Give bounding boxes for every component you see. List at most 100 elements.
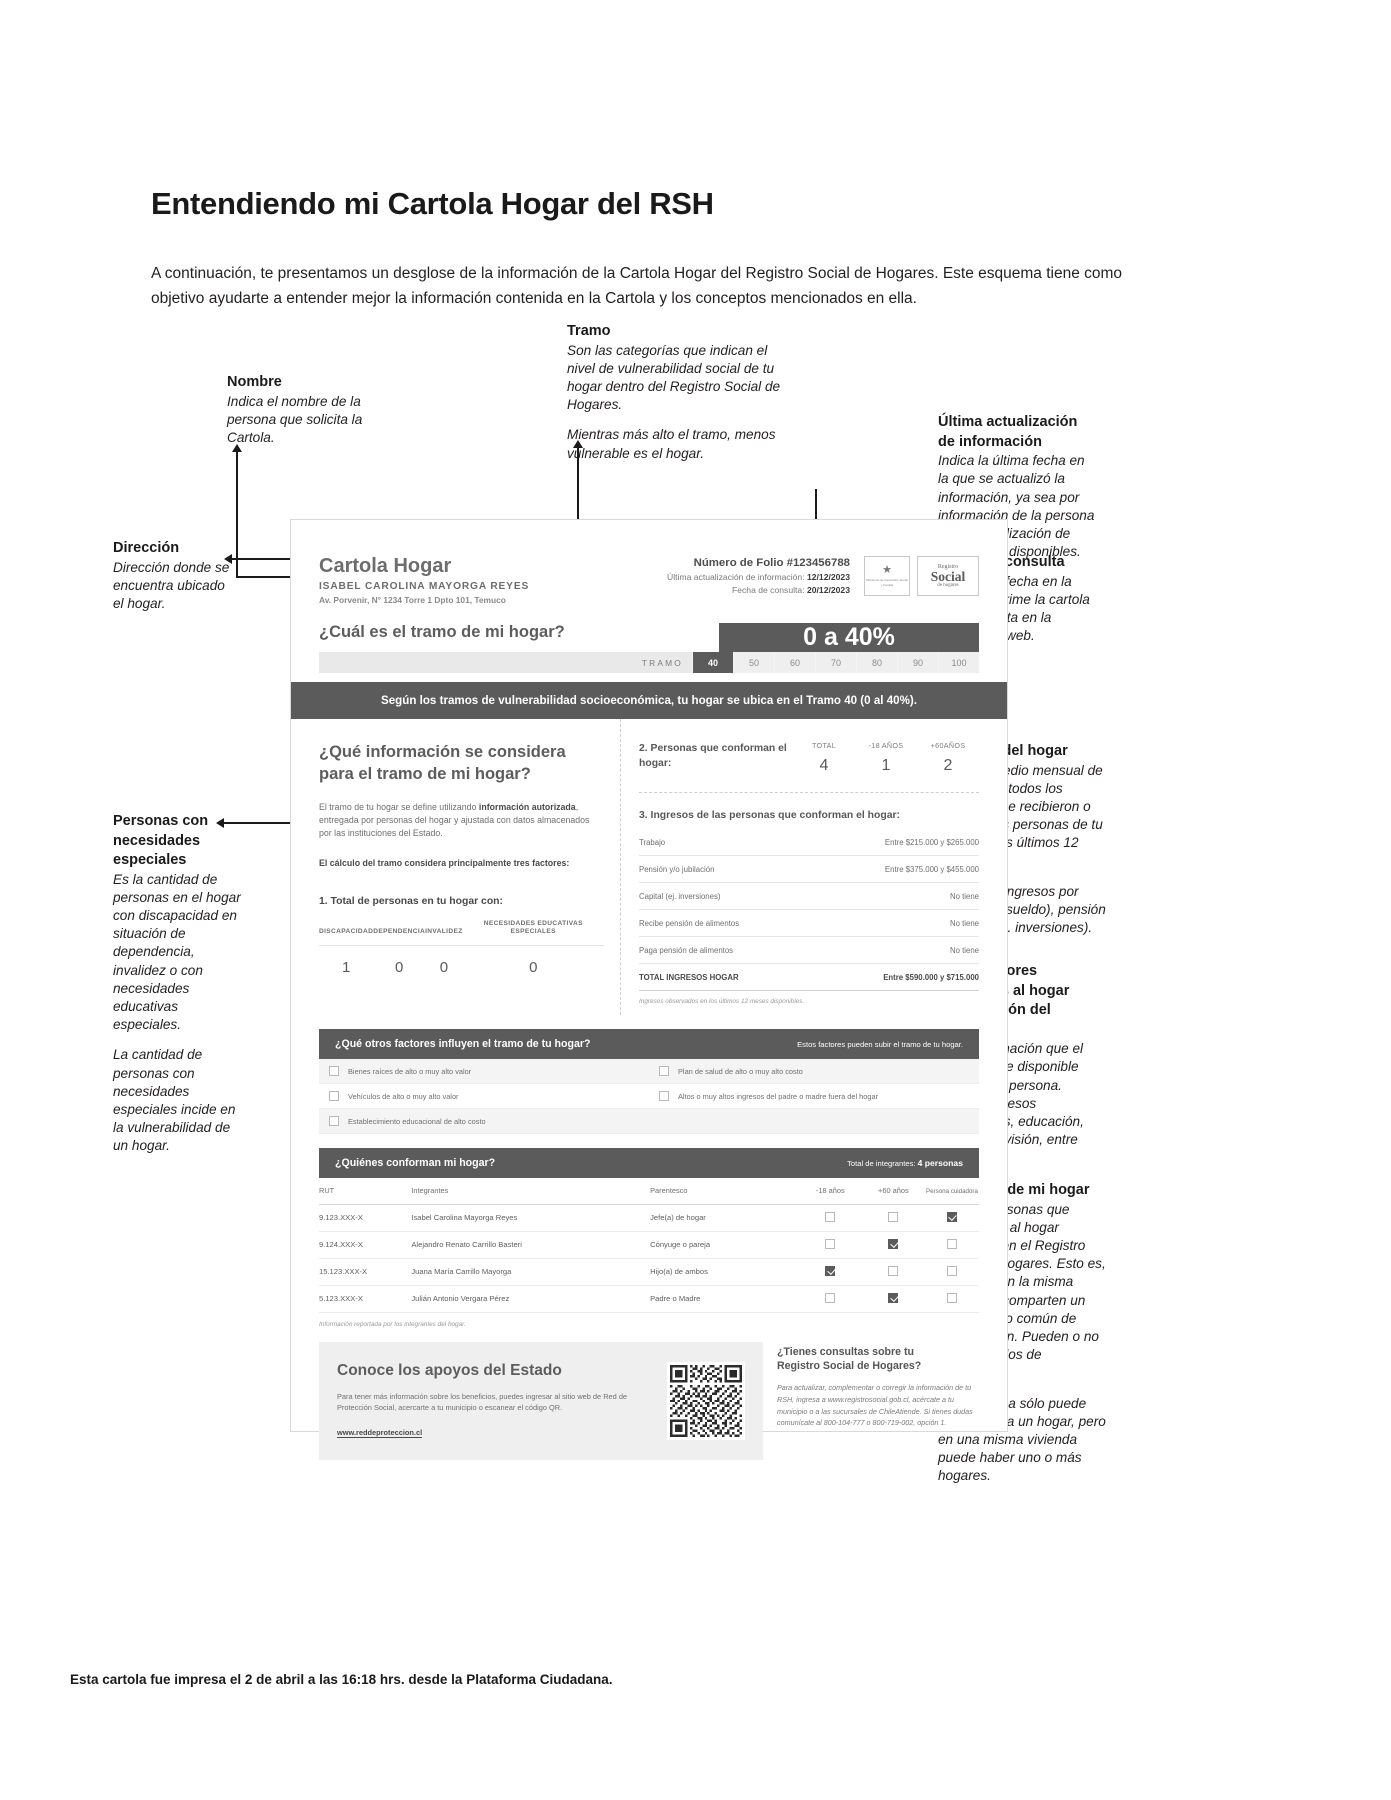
ingresos-note: Ingresos observados en los últimos 12 me… (639, 998, 805, 1005)
checkbox-icon[interactable] (659, 1091, 669, 1101)
checkbox-icon[interactable] (946, 1265, 957, 1276)
annotation-ultima-actualizacion-title1: Última actualización (938, 414, 1078, 430)
checkbox-checked-icon[interactable] (888, 1238, 899, 1249)
ingresos-value-trabajo: Entre $215.000 y $265.000 (812, 829, 979, 856)
tramo-cell-80[interactable]: 80 (856, 652, 897, 673)
personas-cell-total: TOTAL 4 (793, 741, 855, 775)
checkbox-checked-icon[interactable] (888, 1292, 899, 1303)
annotation-tramo: Tramo Son las categorías que indican el … (567, 322, 792, 463)
needs-table: DISCAPACIDAD DEPENDENCIA INVALIDEZ NECES… (319, 919, 604, 977)
annotation-pn-body1: Es la cantidad de personas en el hogar c… (113, 871, 241, 1033)
members-header-rut: RUT (319, 1178, 412, 1205)
info-column-left: ¿Qué información se considera para el tr… (291, 719, 621, 1015)
gobierno-logo-text: Ministerio de Desarrollo Social y Famili… (866, 578, 908, 587)
needs-value-educativas: 0 (529, 959, 538, 977)
tramo-badge: 0 a 40% (719, 623, 979, 652)
leader-line-pn-h (223, 822, 291, 824)
ingresos-label-capital: Capital (ej. inversiones) (639, 882, 813, 910)
factor-item-establecimiento[interactable]: Establecimiento educacional de alto cost… (319, 1109, 649, 1133)
needs-value-dependencia: 0 (395, 959, 404, 977)
info-paragraph-pre: El tramo de tu hogar se define utilizand… (319, 801, 479, 812)
factor-label: Bienes raíces de alto o muy alto valor (348, 1066, 472, 1076)
member-mayor-cell (861, 1258, 925, 1286)
tramo-question-row: ¿Cuál es el tramo de mi hogar? 0 a 40% (291, 623, 1007, 652)
member-parentesco: Cónyuge o pareja (650, 1231, 799, 1259)
fecha-consulta-label: Fecha de consulta: (731, 585, 805, 595)
personas-cell-mayores: +60AÑOS 2 (917, 741, 979, 775)
tramo-banner: Según los tramos de vulnerabilidad socio… (291, 682, 1007, 719)
factors-heading: ¿Qué otros factores influyen el tramo de… (335, 1038, 591, 1050)
apoyos-title: Conoce los apoyos del Estado (337, 1361, 562, 1379)
checkbox-icon[interactable] (329, 1116, 339, 1126)
ultima-actualizacion-value: 12/12/2023 (806, 572, 850, 582)
page-title: Entendiendo mi Cartola Hogar del RSH (151, 186, 714, 221)
cartola-document: Cartola Hogar ISABEL CAROLINA MAYORGA RE… (290, 519, 1008, 1460)
registro-social-logo: Registro Social de hogares (917, 556, 979, 596)
tramo-cell-70[interactable]: 70 (815, 652, 856, 673)
annotation-tramo-body1: Son las categorías que indican el nivel … (567, 342, 781, 413)
checkbox-icon[interactable] (659, 1066, 669, 1076)
factors-subheading: Estos factores pueden subir el tramo de … (797, 1039, 963, 1049)
member-cuidadora-cell (924, 1285, 979, 1313)
tramo-cell-90[interactable]: 90 (897, 652, 938, 673)
needs-header-invalidez: INVALIDEZ (425, 919, 463, 947)
folio-number: Número de Folio #123456788 (693, 557, 850, 569)
ingresos-total-label: TOTAL INGRESOS HOGAR (639, 963, 813, 991)
factors-header: ¿Qué otros factores influyen el tramo de… (319, 1029, 979, 1059)
annotation-pn-title3: especiales (113, 852, 187, 869)
checkbox-icon[interactable] (888, 1211, 899, 1222)
leader-arrow-nombre (232, 444, 242, 452)
member-cuidadora-cell (924, 1231, 979, 1259)
ingresos-total-row: TOTAL INGRESOS HOGAR Entre $590.000 y $7… (639, 963, 979, 991)
checkbox-icon[interactable] (825, 1211, 836, 1222)
qr-code-icon[interactable] (667, 1361, 745, 1440)
factors-row: Establecimiento educacional de alto cost… (319, 1109, 979, 1134)
factors-row: Vehículos de alto o muy alto valor Altos… (319, 1084, 979, 1109)
personas-label: 2. Personas que conforman el hogar: (639, 743, 787, 770)
apoyos-link[interactable]: www.reddeproteccion.cl (337, 1427, 423, 1438)
table-row: 9.124.XXX-X Alejandro Renato Carrillo Ba… (319, 1231, 979, 1259)
checkbox-icon[interactable] (825, 1292, 836, 1303)
consultas-title-line2: Registro Social de Hogares? (777, 1359, 922, 1372)
checkbox-icon[interactable] (825, 1238, 836, 1249)
tramo-cell-40[interactable]: 40 (692, 652, 733, 673)
factor-item-bienes-raices[interactable]: Bienes raíces de alto o muy alto valor (319, 1059, 649, 1083)
member-rut: 9.124.XXX-X (319, 1231, 412, 1259)
member-menor-cell (798, 1258, 862, 1286)
leader-arrow-pn (216, 818, 224, 828)
member-rut: 15.123.XXX-X (319, 1258, 412, 1286)
tramo-cell-100[interactable]: 100 (938, 652, 979, 673)
ingresos-row: Paga pensión de alimentos No tiene (639, 936, 979, 964)
checkbox-icon[interactable] (888, 1265, 899, 1276)
factors-row: Bienes raíces de alto o muy alto valor P… (319, 1059, 979, 1084)
cartola-brand-title: Cartola Hogar (319, 555, 452, 577)
members-total-label: Total de integrantes: (847, 1159, 916, 1168)
consultas-text: Para actualizar, complementar o corregir… (777, 1383, 973, 1428)
checkbox-icon[interactable] (946, 1238, 957, 1249)
tramo-cell-50[interactable]: 50 (733, 652, 774, 673)
checkbox-icon[interactable] (329, 1091, 339, 1101)
footer-note: Esta cartola fue impresa el 2 de abril a… (70, 1672, 613, 1687)
annotation-pn-title1: Personas con (113, 813, 209, 829)
factor-item-vehiculos[interactable]: Vehículos de alto o muy alto valor (319, 1084, 649, 1108)
factor-label: Altos o muy altos ingresos del padre o m… (678, 1091, 879, 1101)
members-table: RUT Integrantes Parentesco -18 años +60 … (319, 1178, 979, 1313)
checkbox-checked-icon[interactable] (946, 1211, 957, 1222)
members-total-value: 4 personas (917, 1158, 963, 1168)
annotation-tramo-title: Tramo (567, 323, 611, 339)
factor-item-plan-salud[interactable]: Plan de salud de alto o muy alto costo (649, 1059, 979, 1083)
qr-svg (670, 1364, 742, 1437)
personas-value-mayores: 2 (943, 757, 953, 774)
checkbox-checked-icon[interactable] (825, 1265, 836, 1276)
ingresos-value-pension: Entre $375.000 y $455.000 (812, 855, 979, 883)
fecha-consulta-value: 20/12/2023 (806, 585, 850, 595)
members-header-parentesco: Parentesco (650, 1178, 799, 1205)
ingresos-label-recibe: Recibe pensión de alimentos (639, 909, 813, 937)
checkbox-icon[interactable] (946, 1292, 957, 1303)
factor-item-ingresos-padre[interactable]: Altos o muy altos ingresos del padre o m… (649, 1084, 979, 1108)
needs-value-row: 1 0 0 0 (319, 946, 604, 977)
ultima-actualizacion-row: Última actualización de información: 12/… (667, 572, 850, 582)
checkbox-icon[interactable] (329, 1066, 339, 1076)
annotation-pn-title2: necesidades (113, 832, 201, 849)
tramo-cell-60[interactable]: 60 (774, 652, 815, 673)
